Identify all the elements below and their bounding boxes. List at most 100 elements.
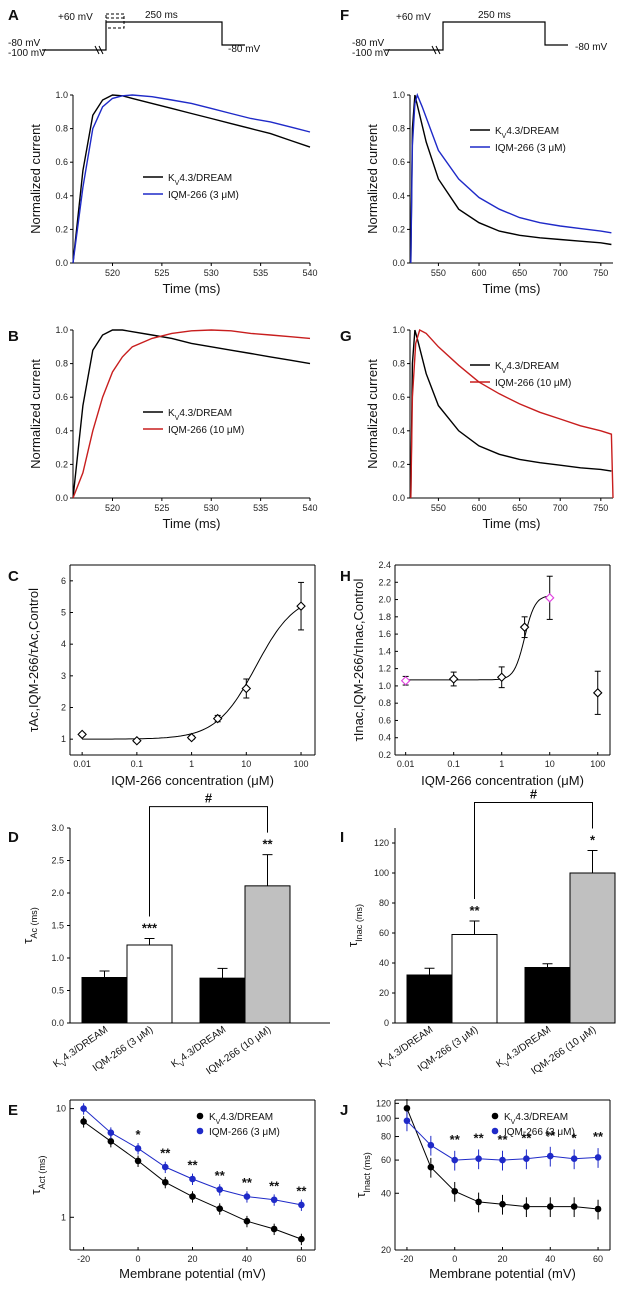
H-data-point: [519, 622, 530, 632]
H-ytick-label: 1.4: [378, 646, 391, 656]
F-ytick-label: 0.6: [392, 157, 405, 167]
E-data-point: [216, 1205, 224, 1212]
E-significance: **: [215, 1168, 226, 1183]
J-data-point: [475, 1198, 482, 1206]
E-data-point: [107, 1138, 115, 1145]
E-significance: **: [242, 1175, 253, 1190]
C-ylabel: τAc,IQM-266/τAc,Control: [26, 588, 41, 732]
E-xlabel: Membrane potential (mV): [119, 1266, 266, 1281]
E-legend-marker: [196, 1112, 204, 1120]
E-data-point: [134, 1157, 142, 1165]
G-ytick-label: 0.8: [392, 359, 405, 369]
C-ytick-label: 5: [61, 608, 66, 618]
E-legend-label: IQM-266 (3 μM): [209, 1127, 280, 1138]
A-ytick-label: 1.0: [55, 90, 68, 100]
I-bracket: [474, 802, 593, 899]
H-data-point: [496, 672, 507, 683]
J-xtick-label: -20: [400, 1254, 413, 1264]
panel-G: 550 600 650 700 750 0.0 0.2 0.4 0.6 0.8 1.0 KV4.3/D…: [365, 325, 614, 531]
panel-C: 0.01 0.1 1 10 100 1 2 3 4 5 6 IQM-266 concentration…: [26, 564, 316, 788]
H-xtick-label: 10: [545, 759, 555, 769]
proto-right-duration: 250 ms: [478, 10, 511, 21]
H-ytick-label: 2.2: [378, 577, 391, 587]
F-xtick-label: 600: [472, 268, 487, 278]
C-xtick-label: 100: [294, 759, 309, 769]
E-xtick-label: 20: [187, 1254, 197, 1264]
B-xtick-label: 525: [154, 503, 169, 513]
A-ytick-label: 0.8: [55, 124, 68, 134]
B-ylabel: Normalized current: [28, 359, 43, 469]
D-ytick-label: 1.5: [51, 921, 64, 931]
B-ytick-label: 0.2: [55, 459, 68, 469]
chart-panels: 520 525 530 535 5400.00.20.40.60.81.0KV4.3/D…: [8, 7, 616, 1281]
proto-left-duration: 250 ms: [145, 10, 178, 21]
panel-label-F: F: [340, 7, 349, 24]
E-data-point: [270, 1225, 278, 1233]
G-ylabel: Normalized current: [365, 359, 380, 469]
J-data-point: [499, 1156, 506, 1164]
E-data-point: [298, 1235, 305, 1243]
E-data-point: [270, 1196, 278, 1204]
A-xtick-label: 520: [105, 268, 120, 278]
E-data-point: [80, 1118, 87, 1125]
D-ytick-label: 0.0: [51, 1018, 64, 1028]
G-ytick-label: 0.6: [392, 392, 405, 402]
proto-left-step: +60 mV: [58, 12, 93, 23]
C-xtick-label: 0.01: [73, 759, 91, 769]
panel-label-A: A: [8, 7, 19, 24]
H-fit-curve: [405, 595, 550, 681]
D-bar: [81, 977, 128, 1024]
I-ytick-label: 20: [379, 988, 389, 998]
A-ylabel: Normalized current: [28, 124, 43, 234]
E-significance: **: [187, 1158, 198, 1173]
E-data-point: [243, 1193, 251, 1200]
C-ytick-label: 2: [61, 703, 66, 713]
E-significance: **: [296, 1184, 307, 1199]
H-data-point: [592, 688, 603, 698]
H-ytick-label: 1.2: [378, 664, 391, 674]
D-bar: [199, 977, 246, 1024]
panel-label-D: D: [8, 829, 19, 846]
J-significance: **: [474, 1130, 485, 1145]
J-legend-label: IQM-266 (3 μM): [504, 1127, 575, 1138]
A-legend-label: KV4.3/DREAM: [168, 173, 232, 187]
A-ytick-label: 0.0: [55, 258, 68, 268]
G-series-iqm266: [410, 328, 614, 499]
E-data-point: [298, 1201, 305, 1209]
H-ylabel: τInac,IQM-266/τInac,Control: [351, 579, 366, 742]
F-ytick-label: 1.0: [392, 90, 405, 100]
J-data-point: [570, 1155, 578, 1163]
I-ytick-label: 40: [379, 958, 389, 968]
J-ytick-label: 100: [376, 1113, 391, 1123]
panel-label-E: E: [8, 1102, 18, 1119]
I-ytick-label: 120: [374, 838, 389, 848]
proto-right-end: -80 mV: [575, 42, 608, 53]
B-legend-label: KV4.3/DREAM: [168, 408, 232, 422]
D-ytick-label: 2.5: [51, 856, 64, 866]
I-ytick-label: 80: [379, 898, 389, 908]
G-ytick-label: 0.0: [392, 493, 405, 503]
D-ytick-label: 0.5: [51, 986, 64, 996]
E-legend-label: KV4.3/DREAM: [209, 1112, 273, 1126]
D-ytick-label: 3.0: [51, 823, 64, 833]
B-xtick-label: 520: [105, 503, 120, 513]
J-ytick-label: 40: [381, 1188, 391, 1198]
J-significance: **: [593, 1129, 604, 1144]
D-bracket-symbol: #: [205, 791, 213, 806]
D-ylabel: τAc (ms): [20, 907, 39, 943]
B-ytick-label: 0.4: [55, 426, 68, 436]
H-ytick-label: 0.2: [378, 750, 391, 760]
proto-right-pre: -100 mV: [352, 48, 390, 59]
C-xtick-label: 10: [241, 759, 251, 769]
panel-B: 520 525 530 535 540 0.0 0.2 0.4 0.6 0.8 1.0 KV4.3/D…: [28, 325, 318, 531]
J-data-point: [451, 1187, 459, 1195]
panel-H: 0.01 0.1 1 10 100 0.2 0.4 0.6 0.8 1.0 1.2 1.4 1.6 1.8…: [351, 560, 611, 788]
B-series-control: [72, 329, 311, 499]
J-xtick-label: 40: [545, 1254, 555, 1264]
B-xtick-label: 535: [253, 503, 268, 513]
H-ytick-label: 2.4: [378, 560, 391, 570]
I-ytick-label: 100: [374, 868, 389, 878]
F-series-control: [410, 94, 612, 264]
I-significance: **: [469, 903, 480, 918]
